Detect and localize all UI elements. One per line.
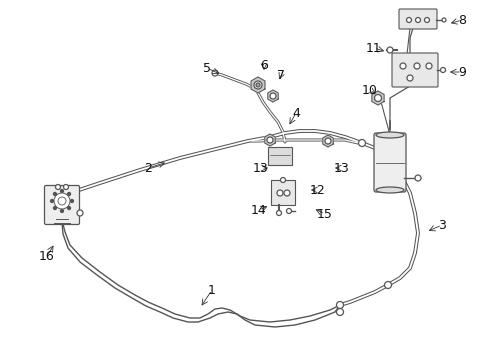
Circle shape	[53, 207, 56, 210]
Circle shape	[53, 193, 56, 195]
Text: 16: 16	[39, 249, 55, 262]
Circle shape	[336, 309, 343, 315]
Circle shape	[284, 190, 289, 196]
Circle shape	[424, 18, 428, 23]
Circle shape	[50, 199, 53, 202]
FancyBboxPatch shape	[373, 133, 405, 192]
Ellipse shape	[375, 187, 403, 193]
Circle shape	[325, 138, 330, 144]
Circle shape	[414, 175, 420, 181]
Text: 8: 8	[457, 14, 465, 27]
Circle shape	[276, 211, 281, 216]
Text: 9: 9	[457, 66, 465, 78]
Text: 12: 12	[309, 184, 325, 197]
Text: 10: 10	[361, 84, 377, 96]
Text: 15: 15	[316, 207, 332, 220]
Ellipse shape	[375, 132, 403, 138]
Text: 2: 2	[144, 162, 152, 175]
Circle shape	[63, 185, 68, 189]
Polygon shape	[250, 77, 264, 93]
Text: 5: 5	[203, 62, 210, 75]
Text: 1: 1	[207, 284, 216, 297]
Circle shape	[70, 199, 73, 202]
Text: 13: 13	[333, 162, 349, 175]
Text: 14: 14	[251, 203, 266, 216]
Circle shape	[441, 18, 445, 22]
Circle shape	[374, 94, 381, 102]
Circle shape	[406, 75, 412, 81]
Polygon shape	[267, 90, 278, 102]
Circle shape	[286, 208, 291, 213]
Circle shape	[440, 68, 445, 72]
Polygon shape	[322, 135, 332, 147]
Text: 13: 13	[253, 162, 268, 175]
Circle shape	[358, 140, 365, 147]
Circle shape	[61, 189, 63, 193]
Circle shape	[77, 210, 83, 216]
Text: 7: 7	[276, 68, 285, 81]
Circle shape	[269, 93, 275, 99]
Circle shape	[406, 18, 411, 23]
Circle shape	[67, 207, 70, 210]
Circle shape	[253, 81, 262, 89]
Circle shape	[415, 18, 420, 23]
Circle shape	[58, 197, 66, 205]
Text: 6: 6	[260, 59, 267, 72]
Circle shape	[59, 194, 65, 202]
Circle shape	[256, 83, 260, 87]
Circle shape	[336, 302, 343, 309]
Circle shape	[399, 63, 405, 69]
FancyBboxPatch shape	[391, 53, 437, 87]
Circle shape	[386, 47, 392, 53]
Circle shape	[266, 137, 272, 143]
Polygon shape	[264, 134, 275, 146]
Circle shape	[67, 193, 70, 195]
Text: 11: 11	[366, 41, 381, 54]
FancyBboxPatch shape	[398, 9, 436, 29]
Circle shape	[384, 282, 391, 288]
FancyBboxPatch shape	[44, 185, 80, 225]
Polygon shape	[371, 91, 383, 105]
Circle shape	[276, 190, 283, 196]
Polygon shape	[270, 180, 294, 205]
Text: 4: 4	[291, 107, 299, 120]
FancyBboxPatch shape	[267, 147, 291, 165]
Circle shape	[61, 210, 63, 212]
Circle shape	[413, 63, 419, 69]
Circle shape	[425, 63, 431, 69]
Circle shape	[55, 185, 61, 189]
Circle shape	[54, 193, 70, 209]
Text: 3: 3	[437, 219, 445, 231]
Circle shape	[212, 70, 218, 76]
Circle shape	[280, 177, 285, 183]
